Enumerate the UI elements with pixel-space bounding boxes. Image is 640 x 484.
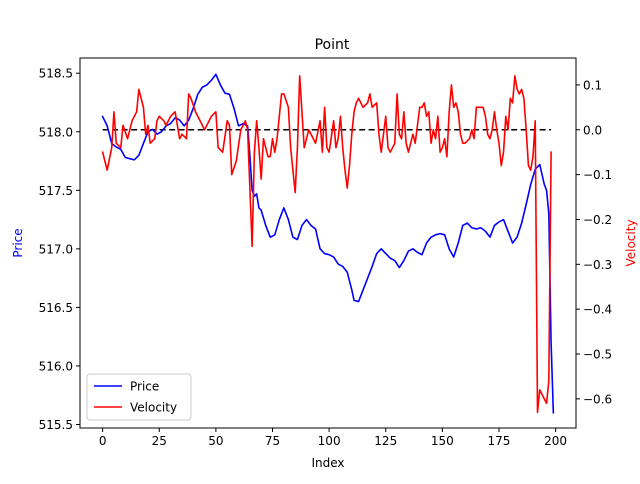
y-right-tick-label: 0.0 bbox=[583, 123, 602, 137]
y-right-tick-label: −0.3 bbox=[583, 258, 612, 272]
x-tick-label: 100 bbox=[318, 434, 341, 448]
chart-title: Point bbox=[315, 37, 350, 53]
x-tick-label: 25 bbox=[152, 434, 167, 448]
x-axis: 0 25 50 75 100 125 150 175 200 bbox=[99, 428, 567, 448]
plot-frame bbox=[79, 57, 577, 429]
x-tick-label: 0 bbox=[99, 434, 107, 448]
y-left-tick-label: 518.5 bbox=[39, 67, 73, 81]
legend: Price Velocity bbox=[86, 373, 192, 421]
plot-area bbox=[101, 73, 555, 414]
y-axis-right-label: Velocity bbox=[624, 219, 638, 266]
y-left-tick-label: 515.5 bbox=[39, 418, 73, 432]
y-left-tick-label: 518.0 bbox=[39, 125, 73, 139]
y-axis-left-label: Price bbox=[11, 228, 25, 257]
y-right-tick-label: −0.1 bbox=[583, 168, 612, 182]
y-left-tick-label: 517.0 bbox=[39, 242, 73, 256]
x-tick-label: 50 bbox=[208, 434, 223, 448]
x-tick-label: 200 bbox=[544, 434, 567, 448]
x-tick-label: 125 bbox=[374, 434, 397, 448]
y-right-tick-label: −0.5 bbox=[583, 348, 612, 362]
x-tick-label: 150 bbox=[431, 434, 454, 448]
x-axis-label: Index bbox=[311, 456, 344, 470]
y-right-tick-label: −0.4 bbox=[583, 303, 612, 317]
series-line-price bbox=[101, 73, 555, 414]
y-right-tick-label: −0.6 bbox=[583, 392, 612, 406]
x-tick-label: 175 bbox=[488, 434, 511, 448]
y-axis-left: 515.5 516.0 516.5 517.0 517.5 518.0 518.5 bbox=[39, 67, 80, 432]
series-line-velocity bbox=[101, 75, 552, 414]
x-tick-label: 75 bbox=[265, 434, 280, 448]
y-left-tick-label: 516.0 bbox=[39, 359, 73, 373]
legend-label-price: Price bbox=[130, 380, 159, 394]
y-right-tick-label: −0.2 bbox=[583, 213, 612, 227]
y-right-tick-label: 0.1 bbox=[583, 78, 602, 92]
legend-label-velocity: Velocity bbox=[130, 401, 177, 415]
y-left-tick-label: 517.5 bbox=[39, 184, 73, 198]
y-axis-right: −0.6 −0.5 −0.4 −0.3 −0.2 −0.1 0.0 0.1 bbox=[576, 78, 612, 406]
y-left-tick-label: 516.5 bbox=[39, 301, 73, 315]
